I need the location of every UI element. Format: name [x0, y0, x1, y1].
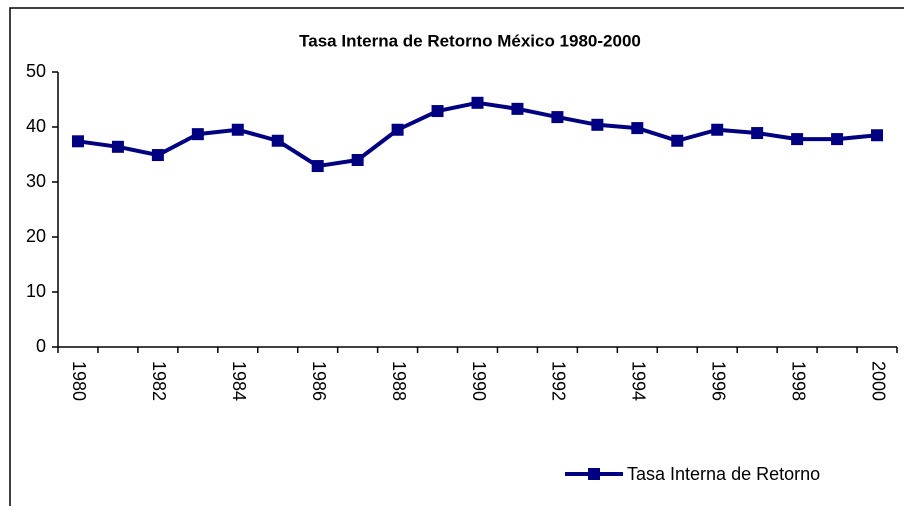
- x-tick-label: 1998: [788, 361, 808, 401]
- data-point: [271, 134, 284, 147]
- x-tick-label: 1992: [549, 361, 569, 401]
- data-point: [871, 129, 884, 142]
- y-tick-label: 30: [26, 171, 46, 191]
- data-point: [191, 128, 204, 141]
- chart-frame: [9, 7, 904, 506]
- x-tick-label: 1990: [469, 361, 489, 401]
- data-point: [591, 118, 604, 131]
- legend-label: Tasa Interna de Retorno: [627, 464, 820, 484]
- x-tick-label: 1982: [149, 361, 169, 401]
- x-tick-label: 1986: [309, 361, 329, 401]
- chart-title: Tasa Interna de Retorno México 1980-2000: [299, 31, 641, 50]
- legend-marker: [588, 468, 600, 480]
- data-point: [391, 123, 404, 136]
- x-tick-label: 1994: [629, 361, 649, 401]
- data-point: [111, 140, 124, 153]
- x-tick-label: 1996: [708, 361, 728, 401]
- data-point: [791, 133, 804, 146]
- y-tick-label: 40: [26, 116, 46, 136]
- data-point: [71, 135, 84, 148]
- y-tick-label: 20: [26, 226, 46, 246]
- y-tick-label: 0: [36, 336, 46, 356]
- x-tick-label: 1984: [229, 361, 249, 401]
- data-point: [751, 127, 764, 140]
- x-tick-label: 2000: [868, 361, 888, 401]
- data-point: [511, 102, 524, 115]
- data-point: [471, 96, 484, 109]
- data-point: [671, 134, 684, 147]
- data-point: [351, 154, 364, 166]
- data-point: [231, 123, 244, 136]
- data-point: [151, 149, 164, 162]
- data-point: [631, 122, 644, 135]
- x-tick-label: 1988: [389, 361, 409, 401]
- y-tick-label: 10: [26, 281, 46, 301]
- data-point: [431, 105, 444, 118]
- y-tick-label: 50: [26, 61, 46, 81]
- data-point: [831, 133, 844, 146]
- data-point: [711, 123, 724, 136]
- data-point: [311, 160, 324, 173]
- x-tick-label: 1980: [69, 361, 89, 401]
- data-point: [551, 111, 564, 124]
